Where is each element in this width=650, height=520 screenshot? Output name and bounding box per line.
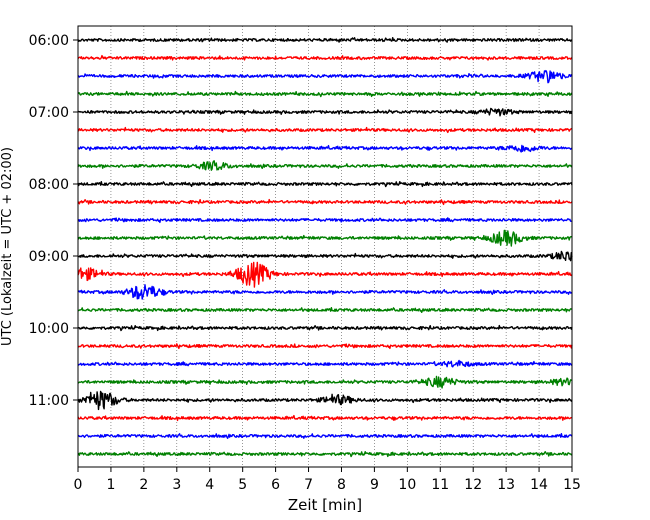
trace-1130 bbox=[77, 433, 573, 439]
y-tick-label: 09:00 bbox=[29, 249, 69, 265]
x-tick-label: 10 bbox=[398, 477, 416, 493]
trace-0600 bbox=[77, 37, 573, 43]
trace-1015 bbox=[77, 343, 573, 350]
x-tick-label: 9 bbox=[370, 477, 379, 493]
trace-0800 bbox=[77, 181, 573, 188]
trace-0630 bbox=[77, 69, 573, 84]
x-axis-label: Zeit [min] bbox=[288, 496, 362, 514]
y-tick-label: 10:00 bbox=[29, 321, 69, 337]
x-tick-label: 6 bbox=[271, 477, 280, 493]
x-tick-label: 12 bbox=[464, 477, 482, 493]
trace-1000 bbox=[77, 324, 573, 332]
trace-0730 bbox=[77, 144, 573, 153]
trace-0700 bbox=[77, 107, 573, 117]
trace-1030 bbox=[77, 359, 573, 368]
trace-0830 bbox=[77, 217, 572, 224]
y-axis-ticks: 06:00 07:00 08:00 09:00 10:00 11:00 bbox=[29, 33, 78, 409]
y-tick-label: 08:00 bbox=[29, 177, 69, 193]
x-tick-label: 13 bbox=[497, 477, 515, 493]
trace-0815 bbox=[77, 198, 573, 206]
x-tick-label: 11 bbox=[431, 477, 449, 493]
trace-0615 bbox=[77, 54, 573, 61]
trace-0930 bbox=[77, 284, 573, 300]
trace-0745 bbox=[77, 160, 573, 171]
trace-0915 bbox=[77, 261, 573, 288]
x-axis-ticks: 0 1 2 3 4 5 6 7 8 9 10 11 12 13 14 15 bbox=[74, 467, 581, 493]
trace-1100 bbox=[77, 390, 573, 411]
trace-1145 bbox=[77, 451, 573, 458]
x-tick-label: 3 bbox=[172, 477, 181, 493]
x-tick-label: 2 bbox=[139, 477, 148, 493]
x-tick-label: 0 bbox=[74, 477, 83, 493]
trace-0900 bbox=[77, 250, 573, 262]
trace-layer bbox=[77, 37, 573, 458]
trace-0715 bbox=[77, 126, 573, 134]
trace-0845 bbox=[77, 229, 573, 247]
x-tick-label: 5 bbox=[238, 477, 247, 493]
y-tick-label: 06:00 bbox=[29, 33, 69, 49]
x-tick-label: 14 bbox=[530, 477, 548, 493]
x-tick-label: 4 bbox=[205, 477, 214, 493]
trace-1045 bbox=[77, 375, 573, 389]
y-tick-label: 11:00 bbox=[29, 393, 69, 409]
x-tick-label: 15 bbox=[563, 477, 581, 493]
trace-0645 bbox=[77, 90, 573, 98]
y-tick-label: 07:00 bbox=[29, 105, 69, 121]
trace-0945 bbox=[78, 307, 573, 313]
x-tick-label: 1 bbox=[106, 477, 115, 493]
y-axis-label: UTC (Lokalzeit = UTC + 02:00) bbox=[0, 147, 15, 346]
x-tick-label: 8 bbox=[337, 477, 346, 493]
trace-1115 bbox=[77, 414, 573, 422]
x-tick-label: 7 bbox=[304, 477, 313, 493]
plot-frame bbox=[77, 25, 573, 468]
